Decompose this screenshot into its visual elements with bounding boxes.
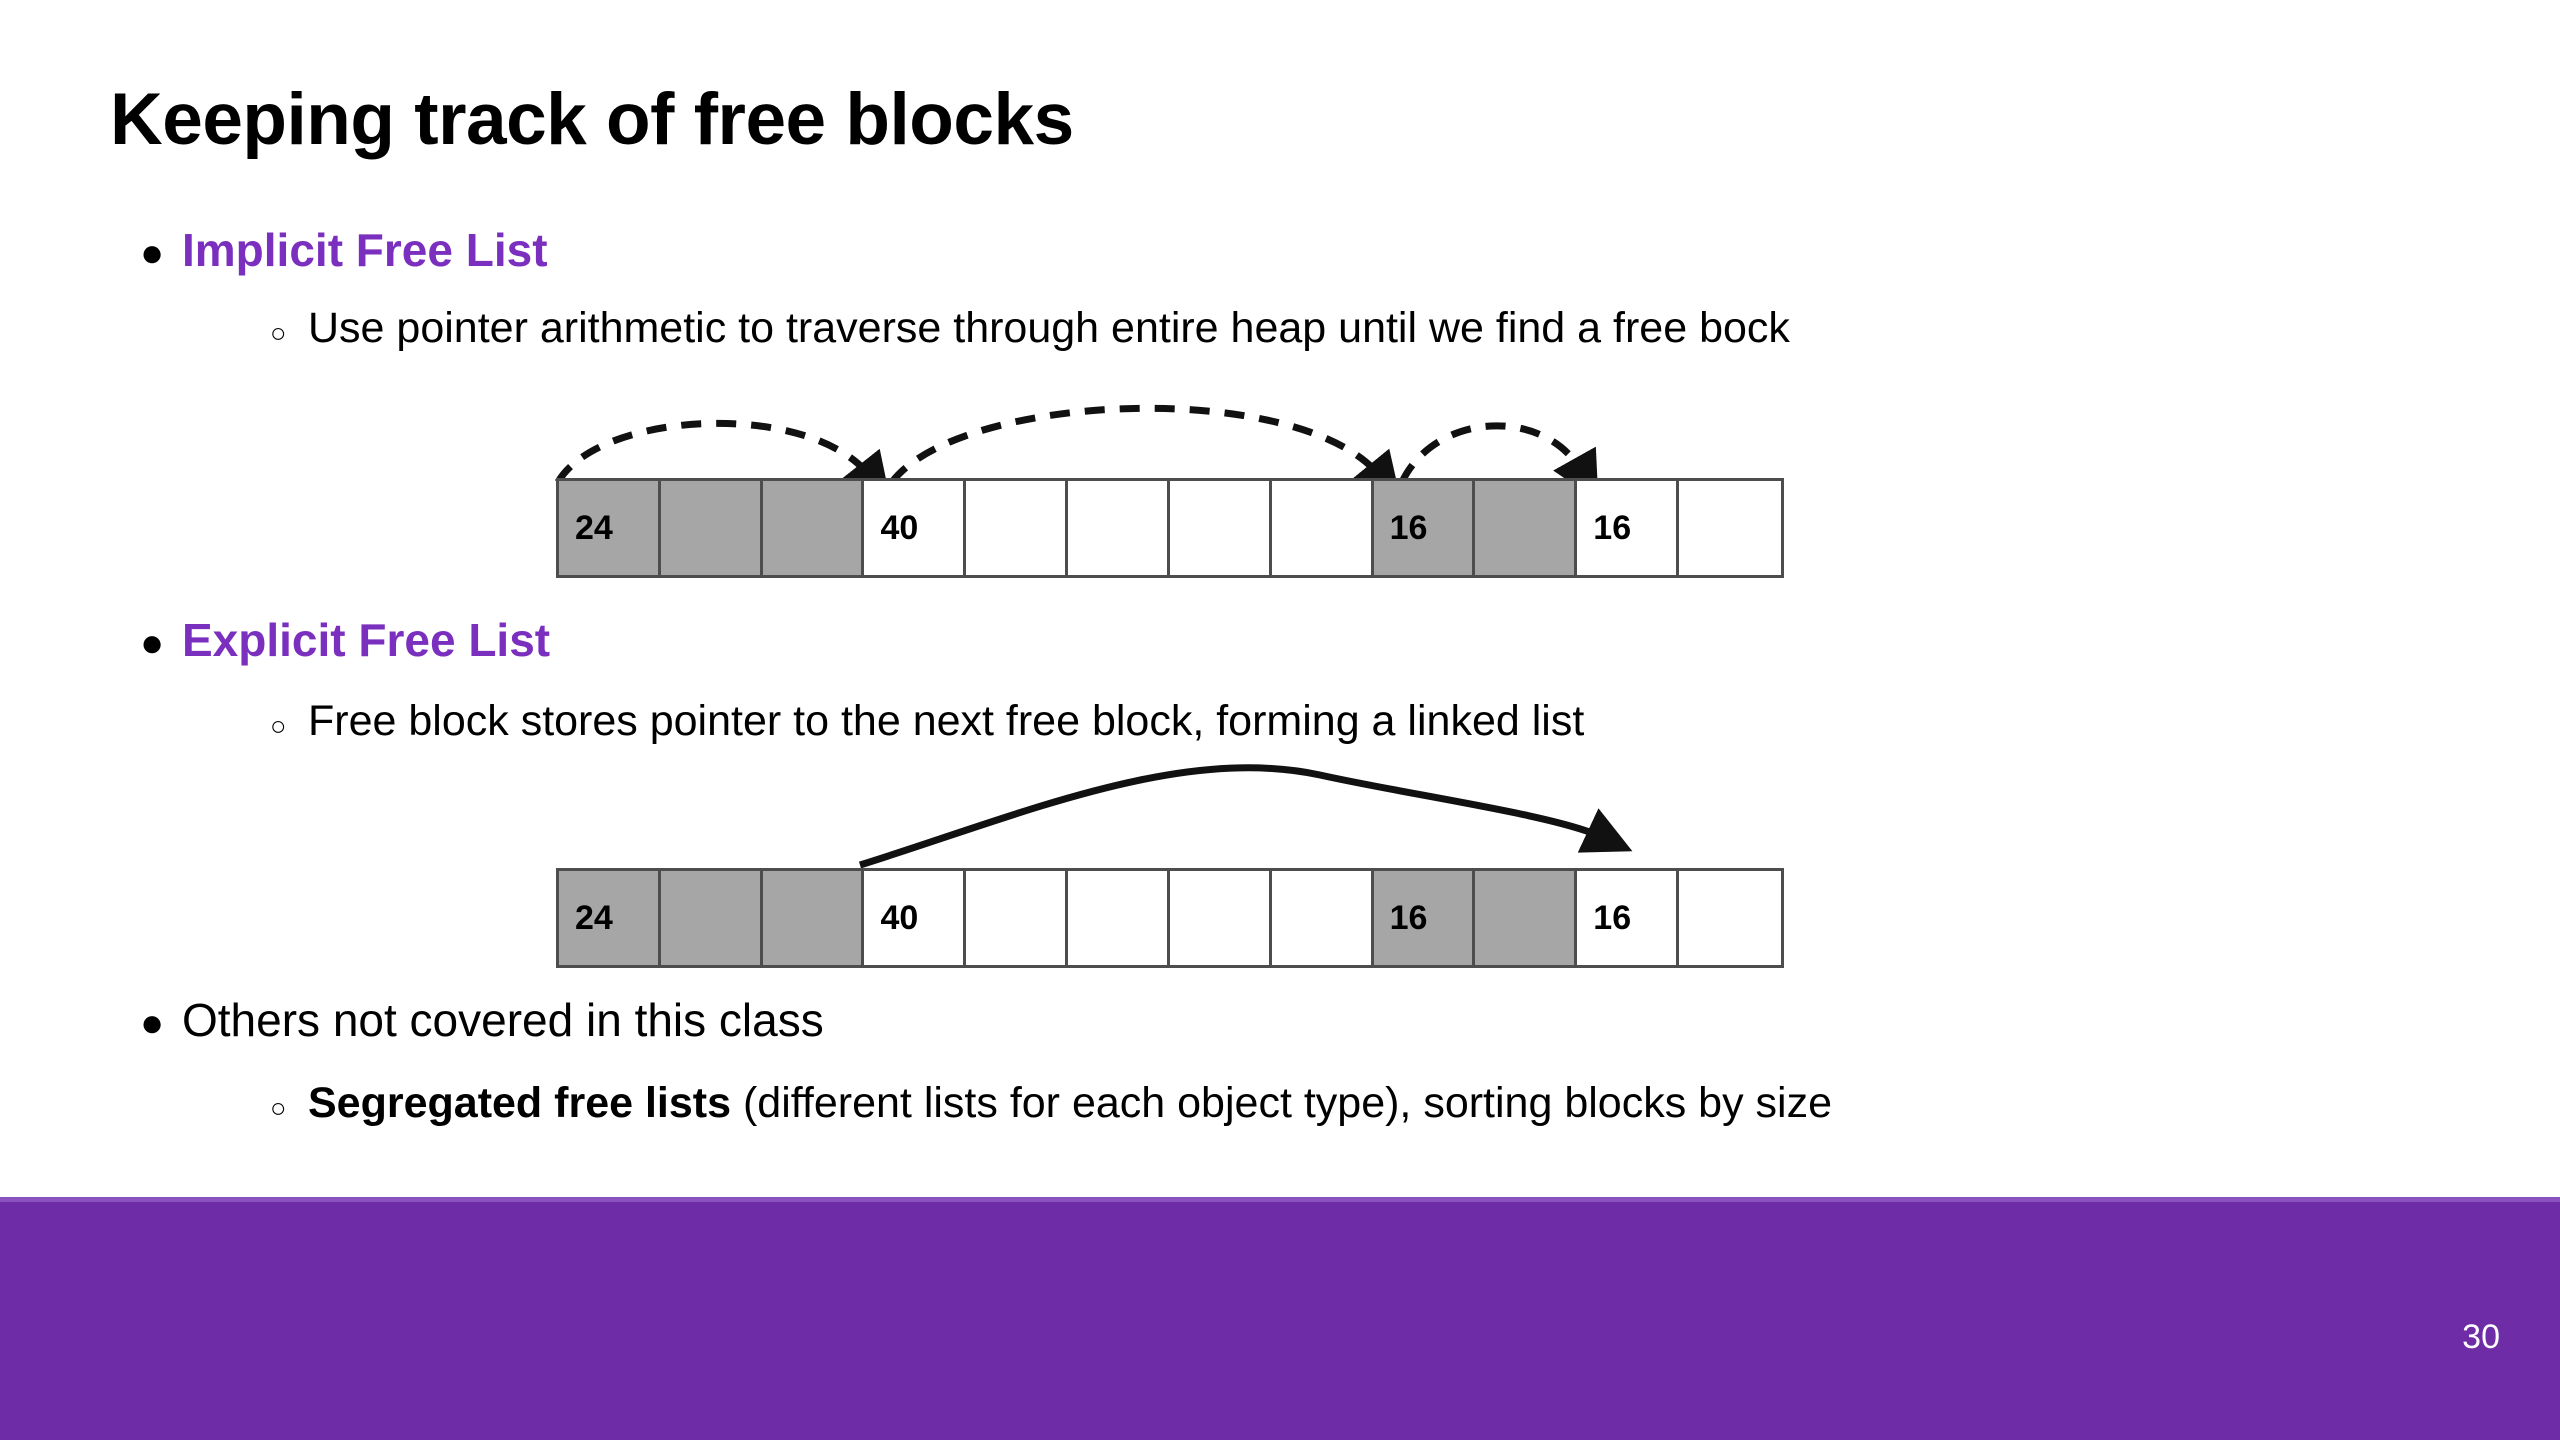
- memory-block-cell: 40: [864, 871, 967, 965]
- sub-bullet-implicit-detail: ○ Use pointer arithmetic to traverse thr…: [270, 304, 1790, 352]
- bullet-others-not-covered-label: Others not covered in this class: [182, 994, 824, 1046]
- memory-blocks-row: 24 40 16 16: [556, 478, 1784, 578]
- implicit-traversal-arrows: [554, 404, 1599, 503]
- memory-block-cell: [1068, 481, 1170, 575]
- bullet-others-not-covered: ● Others not covered in this class: [140, 995, 824, 1046]
- sub-bullet-segregated-free-lists-label: Segregated free lists (different lists f…: [308, 1079, 1832, 1127]
- bullet-explicit-free-list-label: Explicit Free List: [182, 614, 551, 666]
- bullet-marker-filled-icon: ●: [140, 621, 165, 665]
- bullet-marker-hollow-icon: ○: [270, 711, 287, 741]
- arrow-next-free-block: [858, 764, 1633, 869]
- memory-block-cell: [762, 481, 865, 575]
- sub-bullet-implicit-detail-label: Use pointer arithmetic to traverse throu…: [308, 304, 1790, 352]
- arrow-hop-3: [1398, 422, 1599, 502]
- memory-blocks-row: 24 40 16 16: [556, 868, 1784, 968]
- memory-block-cell: [660, 481, 763, 575]
- footer-bar: 30: [0, 1197, 2560, 1440]
- bullet-marker-hollow-icon: ○: [270, 318, 287, 348]
- memory-block-cell: [966, 871, 1069, 965]
- segregated-free-lists-rest: (different lists for each object type), …: [731, 1079, 1832, 1127]
- sub-bullet-explicit-detail-label: Free block stores pointer to the next fr…: [308, 697, 1585, 745]
- memory-block-cell: 16: [1577, 481, 1680, 575]
- segregated-free-lists-term: Segregated free lists: [308, 1079, 732, 1127]
- memory-block-cell: [1271, 871, 1374, 965]
- bullet-implicit-free-list: ● Implicit Free List: [140, 225, 548, 276]
- page-number: 30: [2462, 1318, 2500, 1356]
- memory-block-cell: 16: [1373, 871, 1476, 965]
- bullet-marker-filled-icon: ●: [140, 1001, 165, 1045]
- memory-block-cell: [1271, 481, 1374, 575]
- sub-bullet-segregated-free-lists: ○ Segregated free lists (different lists…: [270, 1079, 1832, 1127]
- memory-block-cell: [1475, 481, 1578, 575]
- memory-block-cell: 16: [1373, 481, 1476, 575]
- bullet-implicit-free-list-label: Implicit Free List: [182, 224, 548, 276]
- bullet-marker-hollow-icon: ○: [270, 1093, 287, 1123]
- page-title: Keeping track of free blocks: [110, 79, 1074, 160]
- memory-block-cell: 16: [1577, 871, 1680, 965]
- memory-block-cell: [660, 871, 763, 965]
- memory-block-cell: 24: [559, 871, 661, 965]
- arrow-hop-2: [889, 404, 1402, 502]
- memory-block-cell: [1475, 871, 1578, 965]
- memory-block-cell: [1169, 481, 1272, 575]
- memory-block-cell: [1068, 871, 1170, 965]
- memory-block-cell: [1679, 871, 1781, 965]
- memory-block-cell: [762, 871, 865, 965]
- memory-block-cell: 40: [864, 481, 967, 575]
- bullet-explicit-free-list: ● Explicit Free List: [140, 615, 550, 666]
- memory-block-cell: [966, 481, 1069, 575]
- memory-block-cell: [1169, 871, 1272, 965]
- memory-block-cell: 24: [559, 481, 661, 575]
- arrow-hop-1: [554, 419, 891, 503]
- memory-block-cell: [1679, 481, 1781, 575]
- bullet-marker-filled-icon: ●: [140, 231, 165, 275]
- sub-bullet-explicit-detail: ○ Free block stores pointer to the next …: [270, 697, 1585, 745]
